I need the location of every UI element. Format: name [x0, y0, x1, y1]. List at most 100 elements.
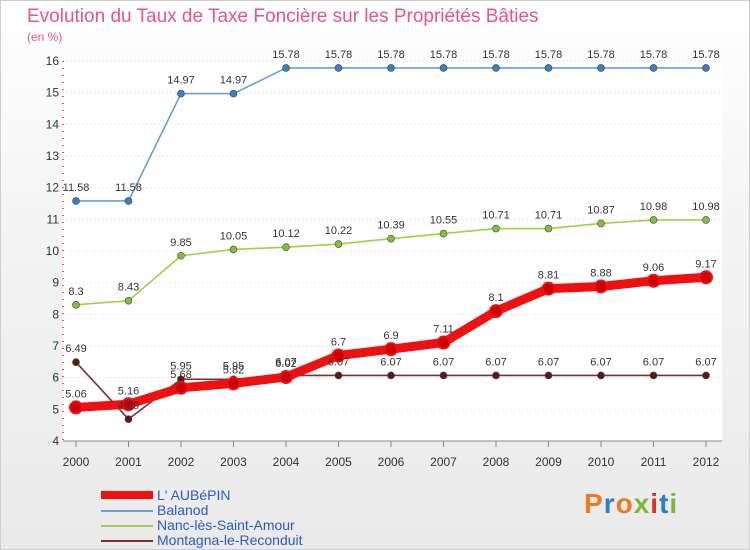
- chart-title: Evolution du Taux de Taxe Foncière sur l…: [27, 6, 539, 27]
- data-label: 15.78: [272, 49, 300, 61]
- data-label: 6.07: [538, 356, 559, 368]
- legend-swatch: [101, 540, 153, 542]
- y-tick-label: 10: [46, 244, 60, 258]
- data-point: [226, 376, 241, 391]
- data-point: [387, 234, 395, 243]
- data-point: [489, 304, 503, 319]
- data-point: [124, 296, 133, 305]
- data-point: [544, 64, 553, 72]
- data-point: [544, 224, 553, 233]
- data-label: 8.81: [538, 270, 559, 282]
- data-label: 10.71: [482, 210, 510, 222]
- data-label: 15.78: [482, 49, 510, 61]
- y-tick-label: 4: [52, 434, 59, 448]
- data-label: 6.07: [328, 356, 349, 368]
- series-layer: [69, 64, 713, 423]
- y-tick-label: 15: [46, 86, 60, 100]
- x-tick-label: 2003: [220, 455, 247, 469]
- data-point: [69, 400, 83, 415]
- data-label: 8.3: [68, 286, 83, 298]
- y-tick-label: 9: [52, 276, 59, 290]
- data-label: 6.07: [380, 356, 401, 368]
- legend-label: Montagna-le-Reconduit: [157, 532, 303, 548]
- data-label: 15.78: [535, 49, 563, 61]
- data-label: 5.95: [223, 360, 244, 372]
- data-point: [121, 397, 136, 412]
- x-tick-label: 2004: [273, 455, 300, 469]
- x-tick-label: 2010: [588, 455, 615, 469]
- data-point: [702, 216, 710, 224]
- x-tick-label: 2007: [430, 455, 457, 469]
- logo-letter: r: [603, 488, 616, 519]
- data-point: [387, 371, 395, 380]
- proxiti-logo: Proxiti: [584, 488, 678, 520]
- data-point: [174, 380, 188, 395]
- data-point: [597, 64, 605, 72]
- data-label: 6.07: [485, 356, 506, 368]
- data-label: 5.16: [118, 385, 139, 397]
- data-label: 10.98: [640, 201, 668, 213]
- data-point: [384, 342, 398, 357]
- data-point: [334, 64, 343, 72]
- data-point: [436, 335, 451, 350]
- x-tick-label: 2008: [483, 455, 510, 469]
- data-point: [229, 245, 238, 254]
- data-label: 10.12: [272, 228, 300, 240]
- logo-letter: t: [659, 488, 670, 519]
- legend-label: L' AUBéPIN: [157, 487, 231, 503]
- data-label: 4.69: [118, 400, 139, 412]
- data-label: 6.9: [383, 330, 398, 342]
- data-point: [282, 64, 290, 72]
- data-label: 8.88: [590, 267, 611, 279]
- y-tick-label: 8: [52, 307, 59, 321]
- axes: 4 5 6 7 8 9 10 11 12 13 14 15 16 2000 2001 2002 2003 2004…: [46, 54, 722, 469]
- data-point: [177, 89, 185, 98]
- data-point: [699, 270, 713, 285]
- data-point: [597, 219, 605, 228]
- data-label: 15.78: [325, 49, 353, 61]
- data-point: [124, 415, 133, 423]
- data-label: 10.22: [325, 225, 353, 237]
- data-label: 6.49: [65, 343, 86, 355]
- data-point: [279, 370, 293, 385]
- data-point: [334, 371, 343, 380]
- legend-label: Balanod: [157, 502, 209, 518]
- logo-letter: i: [669, 488, 679, 519]
- data-point: [492, 224, 500, 233]
- x-tick-label: 2002: [168, 455, 195, 469]
- labels-layer: 5.06 5.16 5.68 5.82 6.02 6.7 6.9 7.11 8.1 8.81 8.8…: [63, 49, 720, 412]
- data-point: [334, 240, 343, 248]
- data-point: [541, 281, 556, 296]
- data-label: 10.55: [430, 215, 458, 227]
- data-label: 10.71: [535, 210, 563, 222]
- data-label: 15.78: [377, 49, 405, 61]
- y-tick-label: 11: [47, 212, 60, 226]
- data-label: 8.43: [118, 282, 139, 294]
- data-label: 11.58: [115, 182, 142, 194]
- y-tick-label: 5: [52, 402, 59, 416]
- data-point: [331, 348, 346, 363]
- x-tick-label: 2012: [693, 455, 720, 469]
- data-label: 15.78: [640, 49, 668, 61]
- data-label: 10.87: [587, 204, 615, 216]
- x-tick-label: 2011: [641, 455, 667, 469]
- data-label: 15.78: [430, 49, 458, 61]
- legend-swatch: [101, 491, 153, 499]
- data-label: 9.85: [170, 237, 191, 249]
- data-point: [439, 371, 448, 380]
- logo-letter: i: [650, 488, 660, 519]
- data-label: 8.1: [488, 292, 503, 304]
- data-point: [124, 197, 133, 205]
- data-label: 9.06: [643, 262, 664, 274]
- legend-label: Nanc-lès-Saint-Amour: [157, 517, 295, 533]
- data-point: [594, 279, 608, 294]
- logo-letter: o: [615, 488, 634, 519]
- data-label: 5.68: [170, 369, 191, 381]
- data-label: 11.58: [63, 182, 90, 194]
- data-label: 6.07: [433, 356, 454, 368]
- logo-letter: P: [584, 488, 604, 519]
- y-tick-label: 7: [52, 339, 59, 353]
- data-label: 10.98: [692, 201, 720, 213]
